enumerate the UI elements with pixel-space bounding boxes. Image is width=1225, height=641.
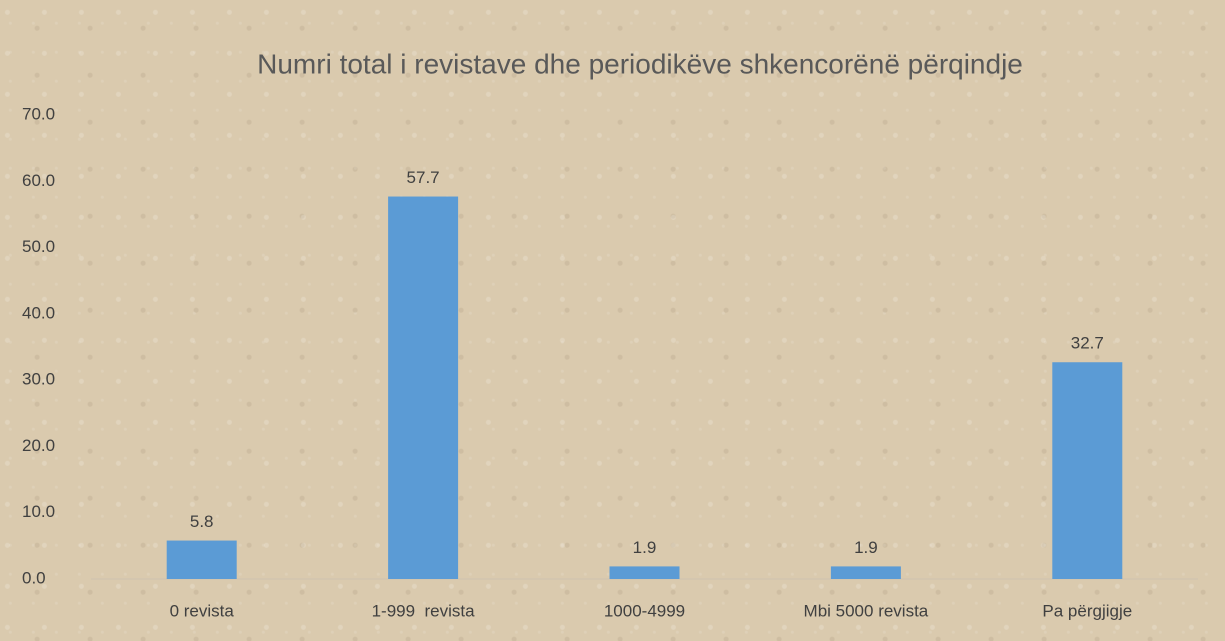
bar: [388, 196, 459, 579]
bar: [1052, 362, 1123, 579]
data-label: 5.8: [190, 512, 214, 531]
x-tick-label: Mbi 5000 revista: [804, 601, 929, 620]
x-tick-label: 0 revista: [170, 601, 235, 620]
data-label: 1.9: [854, 538, 878, 557]
x-tick-label: 1-999 revista: [372, 601, 476, 620]
x-tick-label: 1000-4999: [604, 601, 685, 620]
chart-title: Numri total i revistave dhe periodikëve …: [257, 48, 1023, 79]
y-tick-label: 70.0: [22, 104, 55, 123]
y-tick-label: 50.0: [22, 237, 55, 256]
data-label: 32.7: [1071, 334, 1104, 353]
x-tick-label: Pa përgjigje: [1042, 601, 1132, 620]
y-tick-label: 60.0: [22, 171, 55, 190]
bar: [830, 566, 901, 579]
bar: [609, 566, 680, 579]
data-label: 1.9: [633, 538, 657, 557]
y-tick-label: 10.0: [22, 502, 55, 521]
y-tick-label: 30.0: [22, 370, 55, 389]
y-tick-label: 20.0: [22, 436, 55, 455]
y-tick-label: 40.0: [22, 303, 55, 322]
data-label: 57.7: [407, 168, 440, 187]
bar: [166, 540, 237, 579]
y-tick-label: 0.0: [22, 568, 46, 587]
